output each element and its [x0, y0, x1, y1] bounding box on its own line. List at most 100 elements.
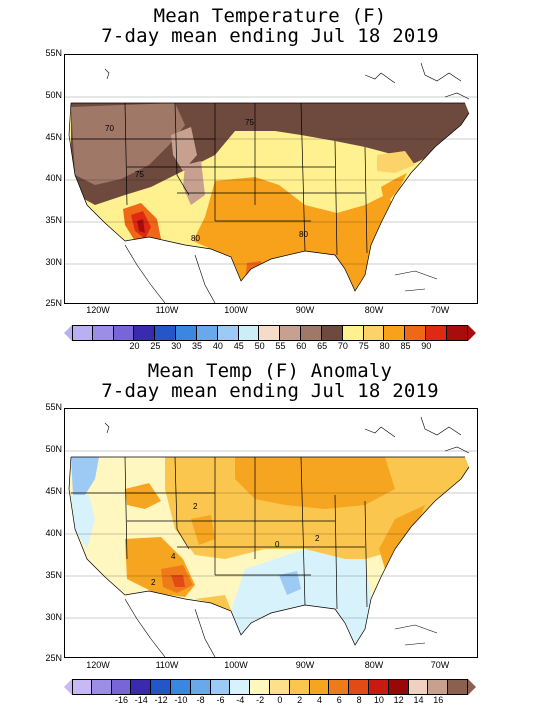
colorbar-arrow-left — [64, 325, 72, 341]
colorbar-swatch — [131, 679, 152, 695]
lon-label: 120W — [86, 660, 110, 670]
colorbar-label: -8 — [196, 695, 205, 705]
colorbar-swatch — [388, 679, 409, 695]
lon-label: 80W — [364, 660, 384, 670]
colorbar-arrow-left — [64, 679, 72, 695]
colorbar-label: -16 — [114, 695, 128, 705]
map-region — [395, 117, 465, 165]
map-region — [193, 177, 395, 291]
colorbar-label: 35 — [192, 341, 203, 351]
temperature-map-graphic: 70 75 75 80 80 — [65, 55, 477, 303]
map-mask — [65, 409, 477, 457]
lat-label: 30N — [45, 257, 62, 267]
colorbar-label: 2 — [297, 695, 303, 705]
colorbar-swatch — [368, 679, 389, 695]
colorbar-label: -2 — [256, 695, 265, 705]
colorbar-arrow-right — [467, 679, 476, 695]
colorbar-swatch — [349, 679, 369, 695]
temperature-colorbar-labels: 20 25 30 35 40 45 50 55 60 65 70 75 80 85 90 — [64, 341, 484, 353]
map-region — [279, 571, 301, 595]
map-region — [137, 219, 145, 233]
map-region — [195, 595, 241, 635]
lat-label: 35N — [45, 570, 62, 580]
colorbar-label: -4 — [236, 695, 245, 705]
lon-label: 80W — [364, 305, 384, 315]
colorbar-swatch — [280, 325, 302, 341]
colorbar-swatch — [92, 325, 114, 341]
colorbar-swatch — [155, 325, 177, 341]
contour-label: 70 — [105, 124, 114, 133]
contour-label: 75 — [245, 118, 254, 127]
colorbar-label: 45 — [233, 341, 244, 351]
temperature-map: 70 75 75 80 80 — [64, 54, 478, 304]
lon-label: 120W — [86, 305, 110, 315]
colorbar-swatch — [250, 679, 270, 695]
anomaly-map: 2 2 0 2 4 — [64, 408, 478, 658]
lon-label: 90W — [295, 305, 315, 315]
map-region — [379, 505, 425, 569]
colorbar-label: -14 — [134, 695, 148, 705]
colorbar-swatch — [230, 679, 251, 695]
map-region — [171, 575, 185, 587]
lat-label: 45N — [45, 486, 62, 496]
colorbar-swatch — [210, 679, 231, 695]
colorbar-swatch — [176, 325, 197, 341]
anomaly-colorbar-labels: -16 -14 -12 -10 -8 -6 -4 -2 0 2 4 6 8 10 12 14 16 — [64, 695, 484, 707]
colorbar-label: 30 — [171, 341, 182, 351]
colorbar-label: 8 — [356, 695, 362, 705]
colorbar-swatch — [426, 325, 447, 341]
map-region — [381, 173, 407, 205]
colorbar-label: 70 — [337, 341, 348, 351]
colorbar-swatch — [72, 679, 92, 695]
contour-label: 0 — [275, 540, 280, 549]
lat-label: 40N — [45, 528, 62, 538]
colorbar-label: 85 — [400, 341, 411, 351]
colorbar-label: -10 — [174, 695, 188, 705]
colorbar-swatch — [170, 679, 191, 695]
colorbar-swatch — [446, 325, 468, 341]
temperature-colorbar — [64, 325, 476, 341]
colorbar-label: -12 — [154, 695, 168, 705]
colorbar-swatch — [301, 325, 322, 341]
panel-subtitle: 7-day mean ending Jul 18 2019 — [101, 25, 439, 47]
lon-label: 110W — [155, 305, 179, 315]
lat-label: 30N — [45, 612, 62, 622]
contour-label: 80 — [191, 234, 200, 243]
lat-label: 50N — [45, 444, 62, 454]
panel-title: Mean Temperature (F) — [153, 5, 387, 27]
panel-subtitle: 7-day mean ending Jul 18 2019 — [101, 380, 439, 402]
colorbar-swatch — [428, 679, 449, 695]
lat-label: 55N — [45, 402, 62, 412]
map-region — [71, 495, 95, 549]
colorbar-swatch — [309, 679, 330, 695]
colorbar-swatch — [238, 325, 260, 341]
colorbar-label: 40 — [212, 341, 223, 351]
colorbar-arrow-right — [467, 325, 476, 341]
contour-label: 80 — [299, 230, 308, 239]
contour-label: 75 — [135, 170, 144, 179]
boundaries — [68, 102, 470, 292]
colorbar-swatch — [363, 325, 385, 341]
colorbar-label: 10 — [373, 695, 384, 705]
map-region — [231, 549, 371, 645]
colorbar-label: 50 — [254, 341, 265, 351]
colorbar-swatch — [134, 325, 156, 341]
lon-label: 70W — [430, 305, 450, 315]
colorbar-swatch — [384, 325, 406, 341]
colorbar-swatch — [289, 679, 310, 695]
lat-label: 25N — [45, 653, 62, 663]
colorbar-swatch — [91, 679, 112, 695]
colorbar-swatch — [342, 325, 364, 341]
anomaly-colorbar — [64, 679, 476, 695]
lat-label: 45N — [45, 132, 62, 142]
lat-label: 55N — [45, 48, 62, 58]
map-region — [191, 515, 215, 545]
colorbar-label: 90 — [421, 341, 432, 351]
colorbar-swatch — [329, 679, 350, 695]
colorbar-label: 20 — [129, 341, 140, 351]
colorbar-label: 12 — [393, 695, 404, 705]
colorbar-swatch — [448, 679, 468, 695]
lon-label: 90W — [295, 660, 315, 670]
colorbar-label: -6 — [216, 695, 225, 705]
map-region — [377, 151, 415, 173]
